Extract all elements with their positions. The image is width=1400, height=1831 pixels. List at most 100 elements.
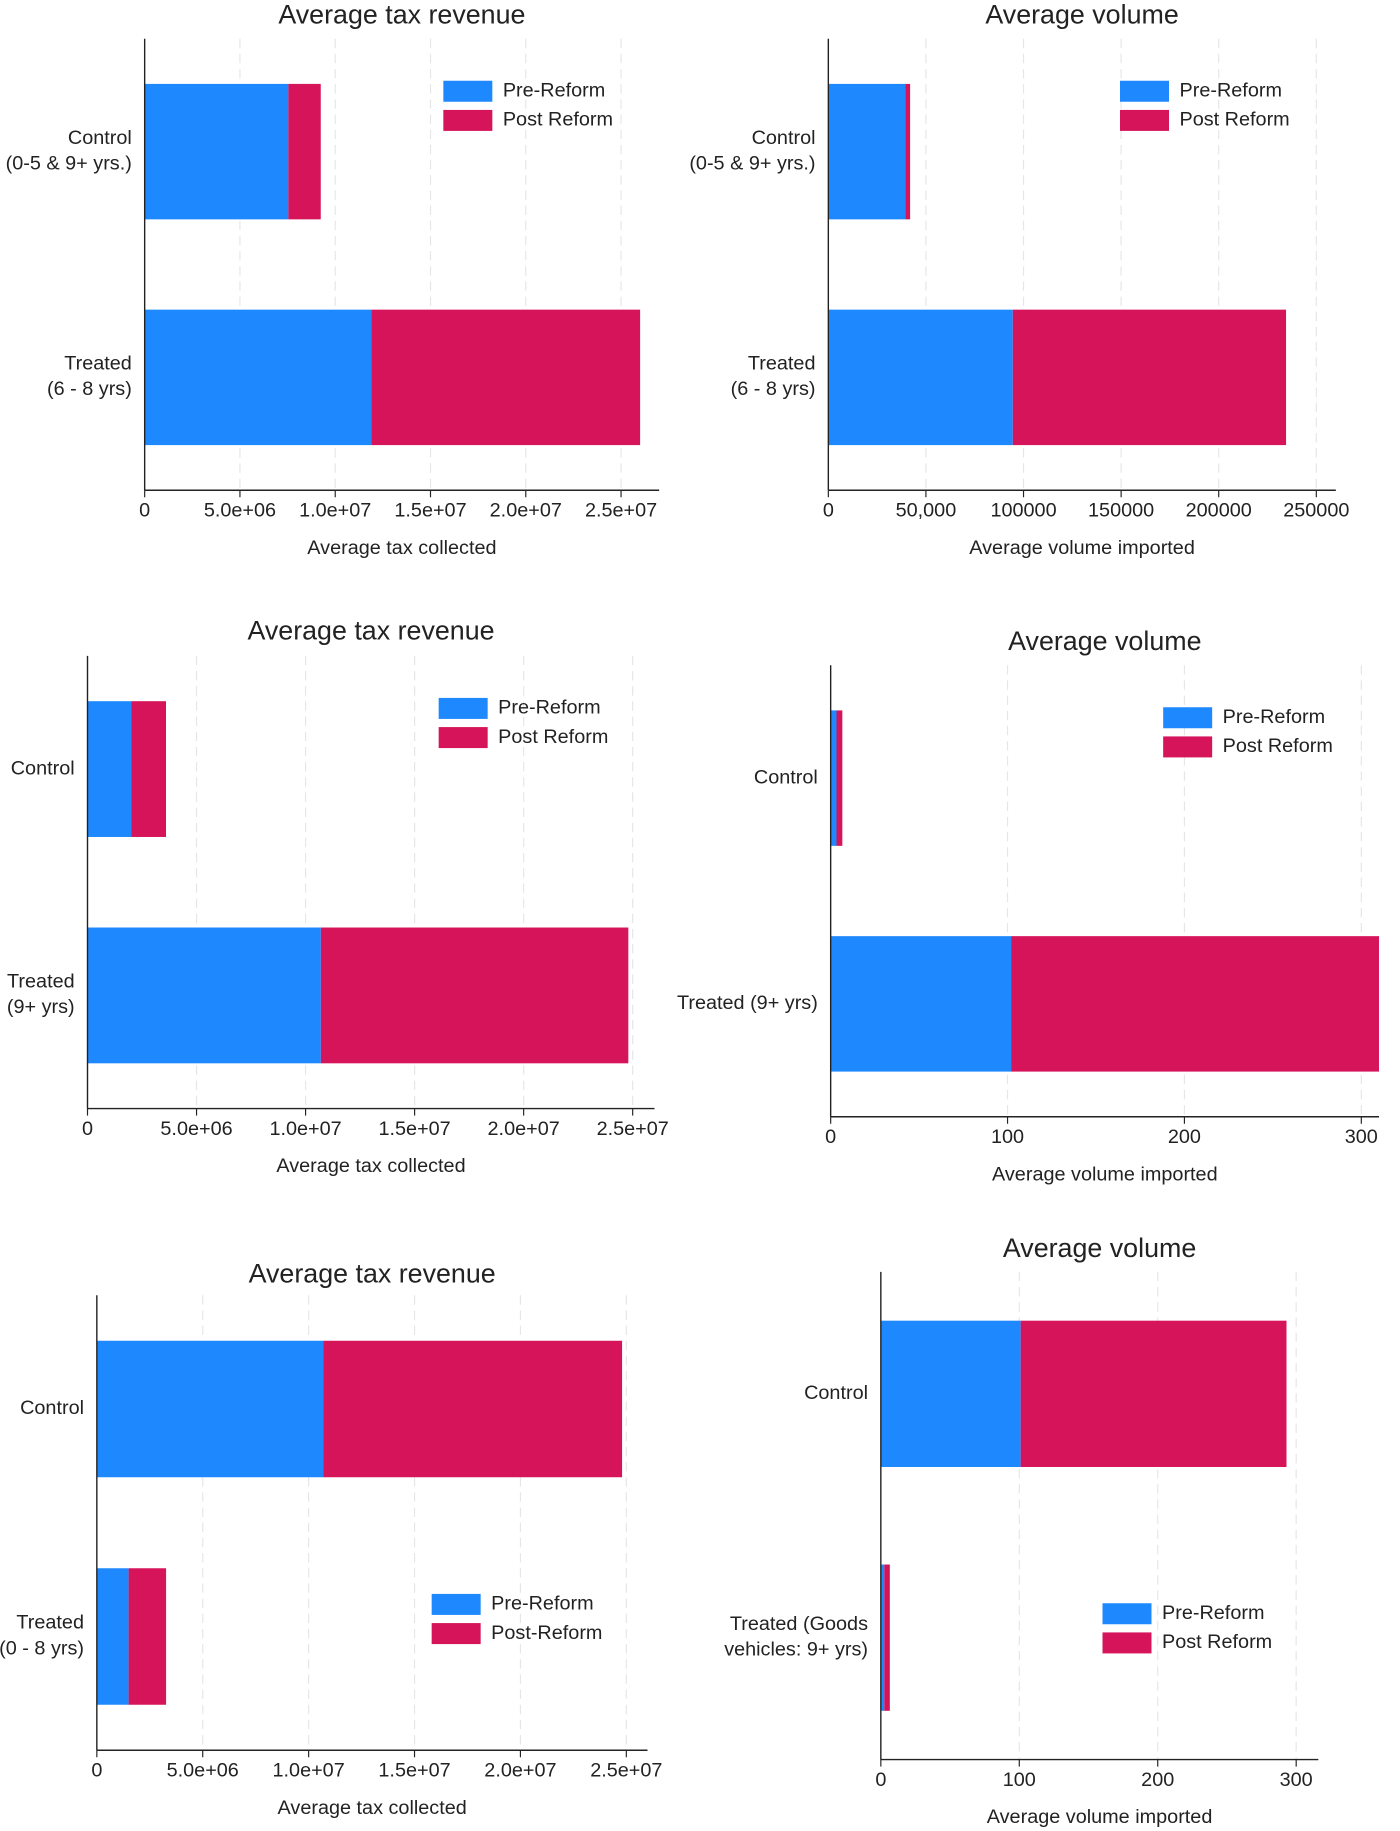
bar-segment	[87, 927, 321, 1064]
bar-segment	[828, 309, 1013, 446]
x-tick-label: 100	[991, 1126, 1024, 1148]
legend-swatch	[1102, 1603, 1152, 1625]
bar-segment	[1011, 936, 1379, 1072]
legend-label: Post Reform	[1180, 109, 1290, 131]
bar-segment	[884, 1564, 890, 1711]
category-label: Control	[11, 757, 75, 779]
x-tick-label: 0	[139, 499, 150, 521]
category-label: Control	[20, 1397, 84, 1419]
legend-swatch	[443, 80, 493, 102]
legend-swatch	[443, 109, 493, 131]
legend-label: Pre-Reform	[491, 1593, 593, 1615]
x-axis-title: Average tax collected	[307, 537, 496, 559]
x-tick-label: 50,000	[896, 499, 957, 521]
category-label: Treated (Goods vehicles: 9+ yrs)	[724, 1613, 868, 1661]
bar-segment	[87, 701, 132, 837]
x-tick-label: 100000	[990, 499, 1056, 521]
legend-swatch	[1120, 80, 1169, 102]
x-tick-label: 2.0e+07	[490, 499, 562, 521]
x-tick-label: 1.0e+07	[273, 1759, 345, 1781]
bar-segment	[320, 927, 629, 1064]
x-tick-label: 200000	[1186, 499, 1252, 521]
x-tick-label: 0	[875, 1769, 886, 1791]
x-tick-label: 2.5e+07	[590, 1759, 662, 1781]
x-tick-label: 2.5e+07	[585, 499, 657, 521]
chart-title: Average volume	[1008, 626, 1201, 656]
x-tick-label: 1.5e+07	[394, 499, 466, 521]
x-tick-label: 300	[1280, 1769, 1313, 1791]
x-tick-label: 5.0e+06	[160, 1118, 232, 1140]
category-label: Treated (6 - 8 yrs)	[47, 353, 132, 401]
legend-label: Post Reform	[503, 109, 613, 131]
x-tick-label: 150000	[1088, 499, 1154, 521]
chart-title: Average tax revenue	[278, 0, 525, 30]
bar-segment	[131, 701, 167, 837]
bar-segment	[880, 1320, 1021, 1467]
x-axis-title: Average volume imported	[992, 1163, 1218, 1185]
bar-segment	[830, 936, 1012, 1072]
legend-label: Post Reform	[1223, 735, 1333, 757]
legend-swatch	[1120, 109, 1169, 131]
x-tick-label: 0	[91, 1759, 102, 1781]
bar-segment	[1020, 1320, 1287, 1467]
legend-label: Pre-Reform	[503, 79, 605, 101]
bar-segment	[144, 309, 372, 446]
x-tick-label: 1.0e+07	[269, 1118, 341, 1140]
x-tick-label: 200	[1141, 1769, 1174, 1791]
x-tick-label: 5.0e+06	[204, 499, 276, 521]
x-tick-label: 1.5e+07	[378, 1118, 450, 1140]
x-axis-title: Average volume imported	[987, 1806, 1213, 1828]
category-label: Control	[804, 1382, 868, 1404]
bar-segment	[288, 83, 321, 220]
x-tick-label: 1.0e+07	[299, 499, 371, 521]
legend-swatch	[1163, 707, 1213, 729]
bar-segment	[880, 1564, 885, 1711]
x-tick-label: 1.5e+07	[378, 1759, 450, 1781]
legend-swatch	[1163, 736, 1213, 758]
bar-segment	[905, 83, 911, 220]
x-axis-title: Average tax collected	[276, 1155, 465, 1177]
category-label: Treated (9+ yrs)	[7, 971, 75, 1019]
x-tick-label: 5.0e+06	[167, 1759, 239, 1781]
x-axis-title: Average volume imported	[969, 537, 1195, 559]
x-tick-label: 2.5e+07	[597, 1118, 669, 1140]
bar-segment	[836, 710, 843, 846]
x-tick-label: 0	[825, 1126, 836, 1148]
x-tick-label: 200	[1168, 1126, 1201, 1148]
legend-label: Post Reform	[498, 726, 608, 748]
category-label: Treated (6 - 8 yrs)	[731, 353, 816, 401]
bar-segment	[144, 83, 289, 220]
legend-swatch	[438, 697, 488, 719]
chart-title: Average volume	[1003, 1233, 1196, 1263]
legend-swatch	[431, 1593, 481, 1615]
chart-title: Average tax revenue	[247, 616, 494, 646]
x-tick-label: 300	[1345, 1126, 1378, 1148]
legend-label: Pre-Reform	[1180, 79, 1282, 101]
legend-label: Pre-Reform	[1223, 706, 1325, 728]
category-label: Treated (0 - 8 yrs)	[0, 1612, 84, 1660]
legend-swatch	[1102, 1632, 1152, 1654]
x-tick-label: 0	[82, 1118, 93, 1140]
x-tick-label: 100	[1003, 1769, 1036, 1791]
legend-label: Post Reform	[1162, 1631, 1272, 1653]
bar-segment	[323, 1340, 623, 1478]
bar-segment	[96, 1568, 129, 1705]
x-tick-label: 2.0e+07	[484, 1759, 556, 1781]
bar-segment	[128, 1568, 167, 1705]
category-label: Control (0-5 & 9+ yrs.)	[6, 127, 132, 175]
x-axis-title: Average tax collected	[278, 1797, 467, 1819]
bar-segment	[1012, 309, 1287, 446]
bar-segment	[828, 83, 906, 220]
chart-title: Average tax revenue	[249, 1259, 496, 1289]
legend-label: Post-Reform	[491, 1622, 602, 1644]
category-label: Treated (9+ yrs)	[677, 992, 818, 1014]
x-tick-label: 2.0e+07	[488, 1118, 560, 1140]
category-label: Control (0-5 & 9+ yrs.)	[689, 127, 815, 175]
category-label: Control	[754, 766, 818, 788]
x-tick-label: 0	[823, 499, 834, 521]
legend-label: Pre-Reform	[498, 697, 600, 719]
legend-label: Pre-Reform	[1162, 1602, 1264, 1624]
chart-title: Average volume	[985, 0, 1178, 30]
bar-segment	[96, 1340, 324, 1478]
